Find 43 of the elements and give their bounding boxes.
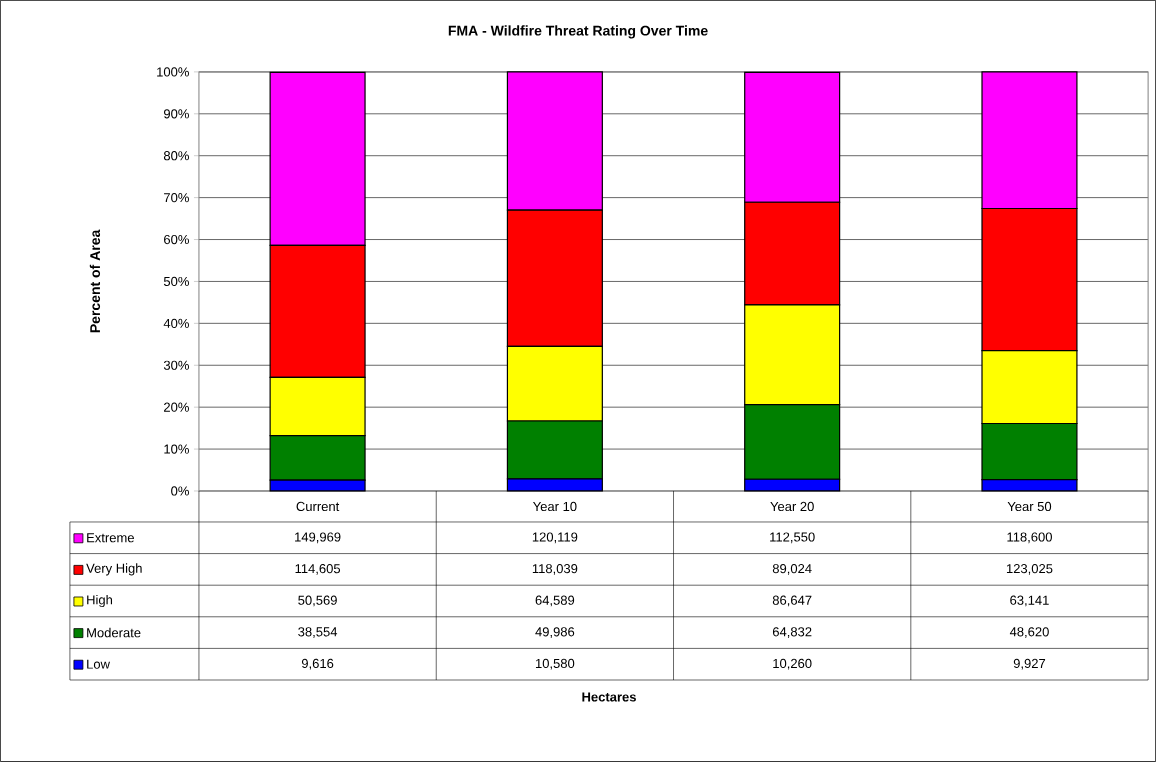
y-tick-label: 50% [163, 276, 189, 287]
text: 118,039 [532, 564, 578, 575]
legend-label: Low [87, 659, 111, 669]
x-tick-label: Year 10 [532, 501, 577, 512]
text: 9,616 [301, 658, 334, 670]
text: 149,969 [295, 532, 341, 544]
y-tick-label: 40% [163, 318, 189, 328]
y-tick-label: 20% [164, 402, 189, 412]
text: 89,024 [772, 564, 812, 575]
text: 118,600 [1007, 532, 1052, 544]
text: 112,550 [770, 532, 815, 544]
text: 120,119 [532, 532, 578, 544]
y-tick-label: 100% [157, 67, 189, 77]
y-tick-label: 90% [163, 109, 189, 119]
y-tick-label: 80% [163, 151, 189, 161]
x-tick-label: Year 20 [770, 501, 814, 512]
y-tick-label: 0% [171, 486, 189, 496]
chart-title: FMA - Wildfire Threat Rating Over Time [448, 25, 708, 39]
y-tick-label: 60% [164, 234, 189, 245]
y-tick-label: 30% [163, 360, 189, 370]
text: 9,927 [1013, 658, 1046, 670]
text: 114,605 [295, 564, 341, 575]
x-tick-label: Current [296, 501, 340, 512]
x-tick-label: Year 50 [1007, 501, 1052, 512]
text: 123,025 [1006, 564, 1053, 575]
text: Hectares [582, 692, 636, 702]
y-tick-label: 10% [164, 444, 189, 454]
text: 10,580 [535, 658, 575, 670]
y-axis-title: Percent of Area [89, 229, 101, 333]
text: 38,554 [298, 627, 338, 638]
y-tick-label: 70% [164, 193, 189, 203]
legend-label: Extreme [87, 533, 134, 543]
text: 10,260 [773, 658, 812, 670]
text: 64,589 [535, 595, 575, 607]
legend-label: Very High [86, 563, 142, 576]
text: 48,620 [1009, 627, 1049, 638]
legend-label: High [87, 594, 113, 608]
text: 64,832 [772, 627, 812, 638]
text: 86,647 [772, 595, 812, 607]
text: 49,986 [535, 627, 575, 638]
legend-label: Moderate [87, 627, 141, 638]
text: 50,569 [298, 595, 337, 607]
text: 63,141 [1010, 595, 1049, 607]
